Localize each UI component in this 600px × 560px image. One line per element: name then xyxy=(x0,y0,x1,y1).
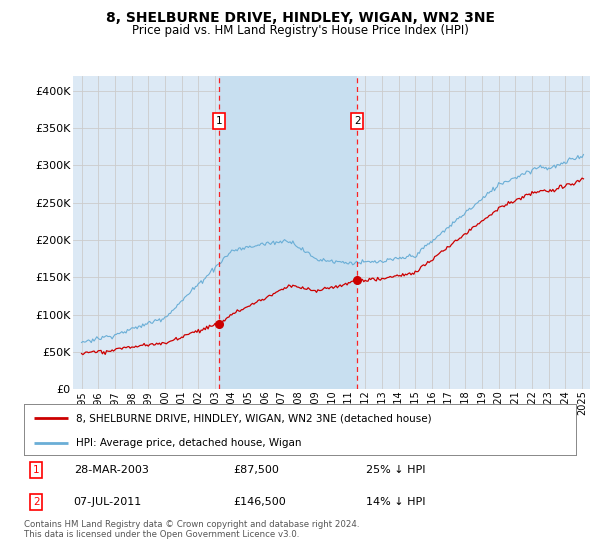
Text: HPI: Average price, detached house, Wigan: HPI: Average price, detached house, Wiga… xyxy=(76,437,302,447)
Text: £146,500: £146,500 xyxy=(234,497,287,507)
Text: 1: 1 xyxy=(216,116,223,126)
Text: 28-MAR-2003: 28-MAR-2003 xyxy=(74,465,149,475)
Text: 07-JUL-2011: 07-JUL-2011 xyxy=(74,497,142,507)
Text: 8, SHELBURNE DRIVE, HINDLEY, WIGAN, WN2 3NE: 8, SHELBURNE DRIVE, HINDLEY, WIGAN, WN2 … xyxy=(106,11,494,25)
Text: 25% ↓ HPI: 25% ↓ HPI xyxy=(366,465,426,475)
Text: Contains HM Land Registry data © Crown copyright and database right 2024.
This d: Contains HM Land Registry data © Crown c… xyxy=(24,520,359,539)
Text: 8, SHELBURNE DRIVE, HINDLEY, WIGAN, WN2 3NE (detached house): 8, SHELBURNE DRIVE, HINDLEY, WIGAN, WN2 … xyxy=(76,413,432,423)
Text: 2: 2 xyxy=(33,497,40,507)
Bar xyxy=(219,76,357,389)
Text: £87,500: £87,500 xyxy=(234,465,280,475)
Text: 1: 1 xyxy=(33,465,40,475)
Text: 14% ↓ HPI: 14% ↓ HPI xyxy=(366,497,426,507)
Text: Price paid vs. HM Land Registry's House Price Index (HPI): Price paid vs. HM Land Registry's House … xyxy=(131,24,469,36)
Text: 2: 2 xyxy=(354,116,361,126)
